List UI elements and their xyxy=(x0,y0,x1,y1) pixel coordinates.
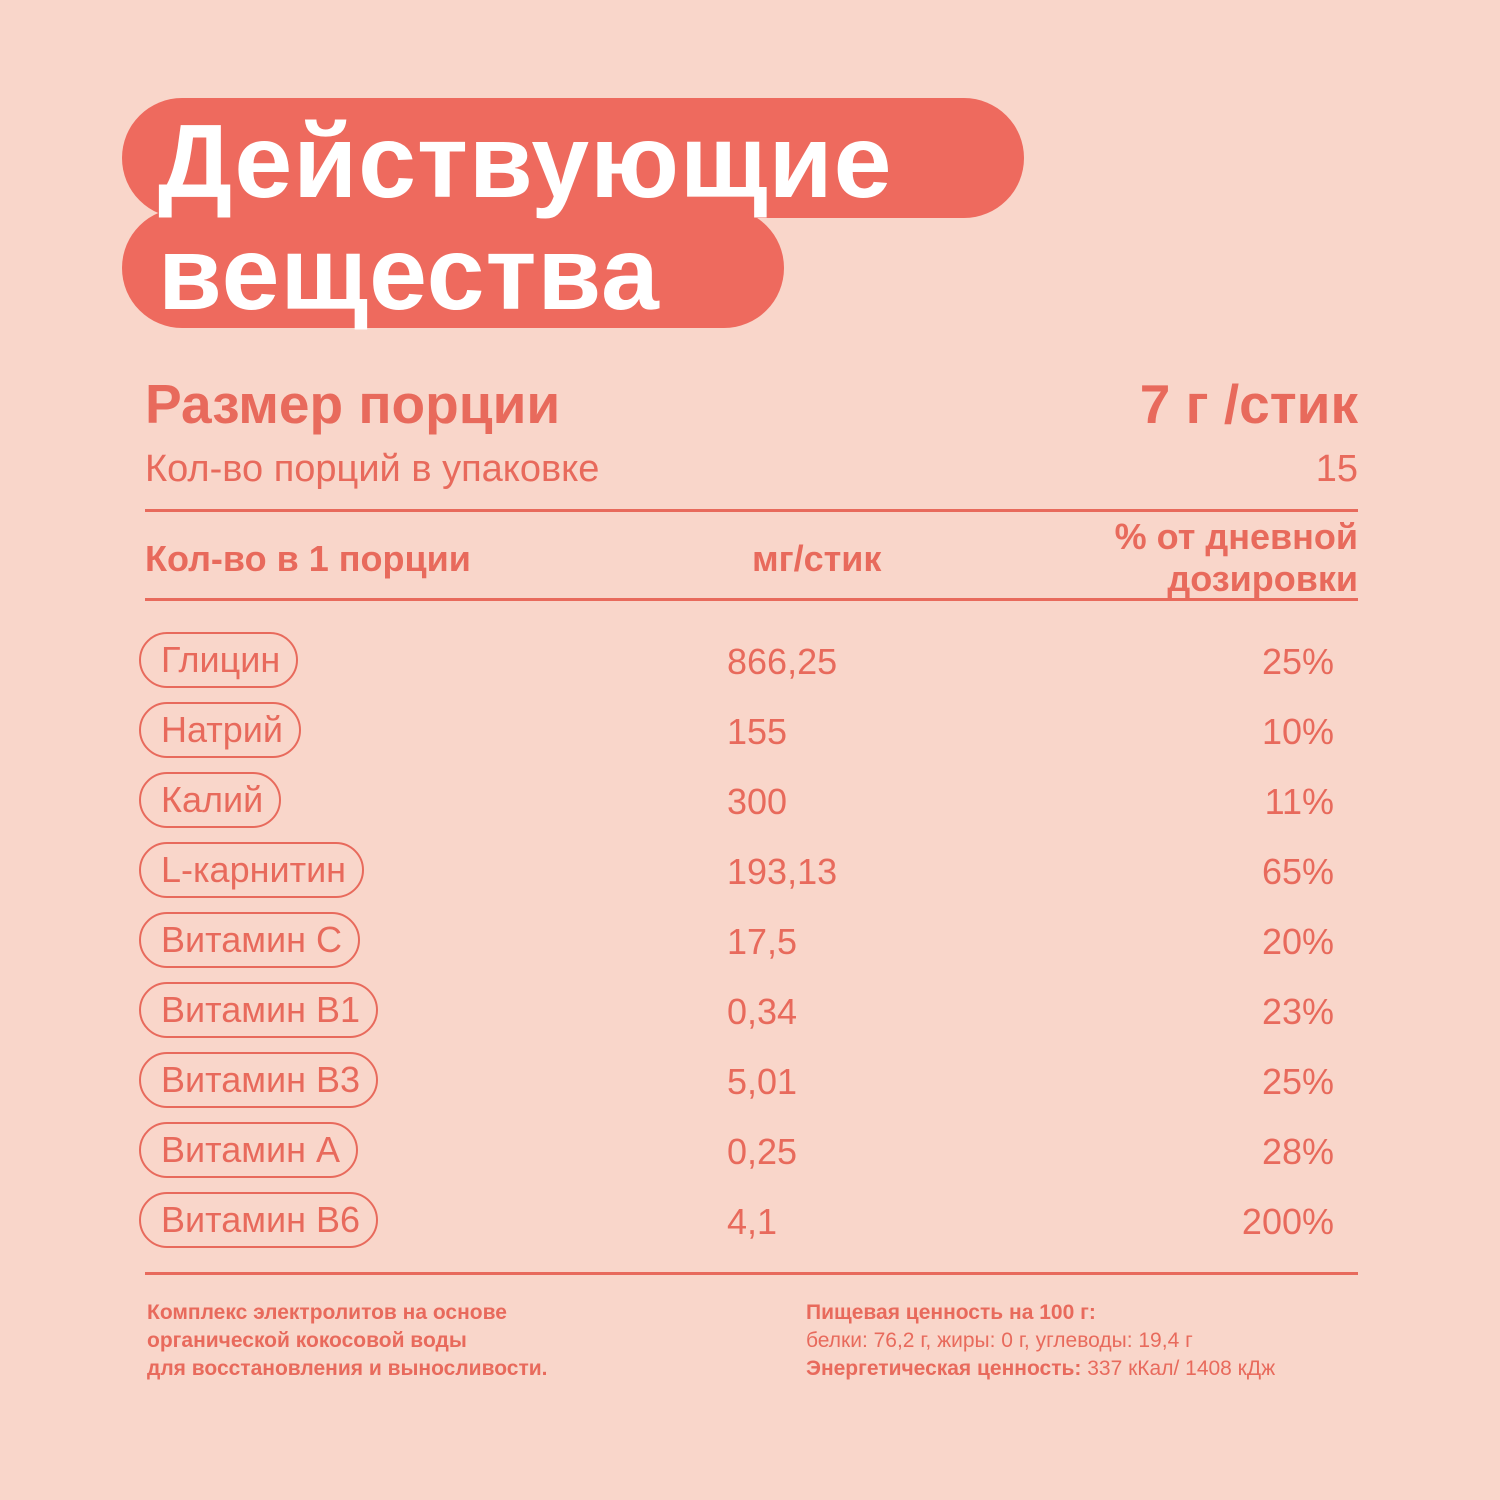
ingredient-mg: 155 xyxy=(727,711,788,752)
ingredient-name: Глицин xyxy=(139,632,299,688)
column-header-amount: Кол-во в 1 порции xyxy=(145,538,471,579)
servings-count-value: 15 xyxy=(1315,448,1358,490)
table-row: L-карнитин 193,13 65% xyxy=(0,842,1500,902)
ingredient-mg: 0,34 xyxy=(727,991,798,1032)
energy-value: 337 кКал/ 1408 кДж xyxy=(1081,1357,1276,1380)
ingredient-daily-percent: 10% xyxy=(1261,711,1334,752)
ingredient-mg: 300 xyxy=(727,781,788,822)
ingredient-mg: 17,5 xyxy=(727,921,798,962)
ingredient-name: Витамин В3 xyxy=(139,1052,379,1108)
ingredient-name: Витамин В6 xyxy=(139,1192,379,1248)
table-row: Витамин А 0,25 28% xyxy=(0,1122,1500,1182)
title-highlight-line2 xyxy=(122,208,784,328)
ingredient-name: L-карнитин xyxy=(139,842,365,898)
table-row: Витамин В6 4,1 200% xyxy=(0,1192,1500,1252)
serving-size-value: 7 г /стик xyxy=(1139,373,1358,435)
page-title-line2: вещества xyxy=(158,216,660,332)
serving-size-label: Размер порции xyxy=(145,373,561,435)
ingredient-name: Витамин В1 xyxy=(139,982,379,1038)
ingredient-daily-percent: 65% xyxy=(1261,851,1334,892)
energy-label: Энергетическая ценность: xyxy=(806,1357,1082,1380)
description-line: Комплекс электролитов на основе xyxy=(147,1301,507,1324)
ingredient-mg: 4,1 xyxy=(727,1201,778,1242)
ingredient-daily-percent: 11% xyxy=(1264,781,1334,822)
ingredient-daily-percent: 23% xyxy=(1261,991,1334,1032)
table-row: Калий 300 11% xyxy=(0,772,1500,832)
product-description: Комплекс электролитов на основе органиче… xyxy=(147,1299,547,1383)
description-line: для восстановления и выносливости. xyxy=(147,1357,548,1380)
ingredient-mg: 866,25 xyxy=(727,641,838,682)
divider-top xyxy=(145,509,1358,512)
ingredient-name: Витамин С xyxy=(139,912,360,968)
ingredient-mg: 5,01 xyxy=(727,1061,798,1102)
ingredient-daily-percent: 25% xyxy=(1261,641,1334,682)
ingredient-daily-percent: 200% xyxy=(1241,1201,1334,1242)
divider-header xyxy=(145,598,1358,601)
table-row: Витамин С 17,5 20% xyxy=(0,912,1500,972)
table-row: Витамин В3 5,01 25% xyxy=(0,1052,1500,1112)
table-row: Натрий 155 10% xyxy=(0,702,1500,762)
nutrition-title: Пищевая ценность на 100 г: xyxy=(806,1301,1096,1324)
divider-bottom xyxy=(145,1272,1358,1275)
nutrition-values: белки: 76,2 г, жиры: 0 г, углеводы: 19,4… xyxy=(806,1329,1193,1352)
table-row: Глицин 866,25 25% xyxy=(0,632,1500,692)
title-highlight-line1 xyxy=(122,98,1024,218)
ingredient-name: Натрий xyxy=(139,702,301,758)
column-header-mg: мг/стик xyxy=(752,538,882,579)
ingredient-name: Калий xyxy=(139,772,282,828)
ingredient-daily-percent: 25% xyxy=(1261,1061,1334,1102)
column-header-daily: % от дневной дозировки xyxy=(1114,516,1358,599)
ingredient-mg: 193,13 xyxy=(727,851,838,892)
ingredient-mg: 0,25 xyxy=(727,1131,798,1172)
ingredient-daily-percent: 28% xyxy=(1261,1131,1334,1172)
nutrition-info: Пищевая ценность на 100 г: белки: 76,2 г… xyxy=(806,1299,1275,1383)
ingredient-name: Витамин А xyxy=(139,1122,358,1178)
ingredient-daily-percent: 20% xyxy=(1261,921,1334,962)
servings-count-label: Кол-во порций в упаковке xyxy=(145,448,600,490)
table-row: Витамин В1 0,34 23% xyxy=(0,982,1500,1042)
page-title-line1: Действующие xyxy=(158,104,893,220)
description-line: органической кокосовой воды xyxy=(147,1329,467,1352)
